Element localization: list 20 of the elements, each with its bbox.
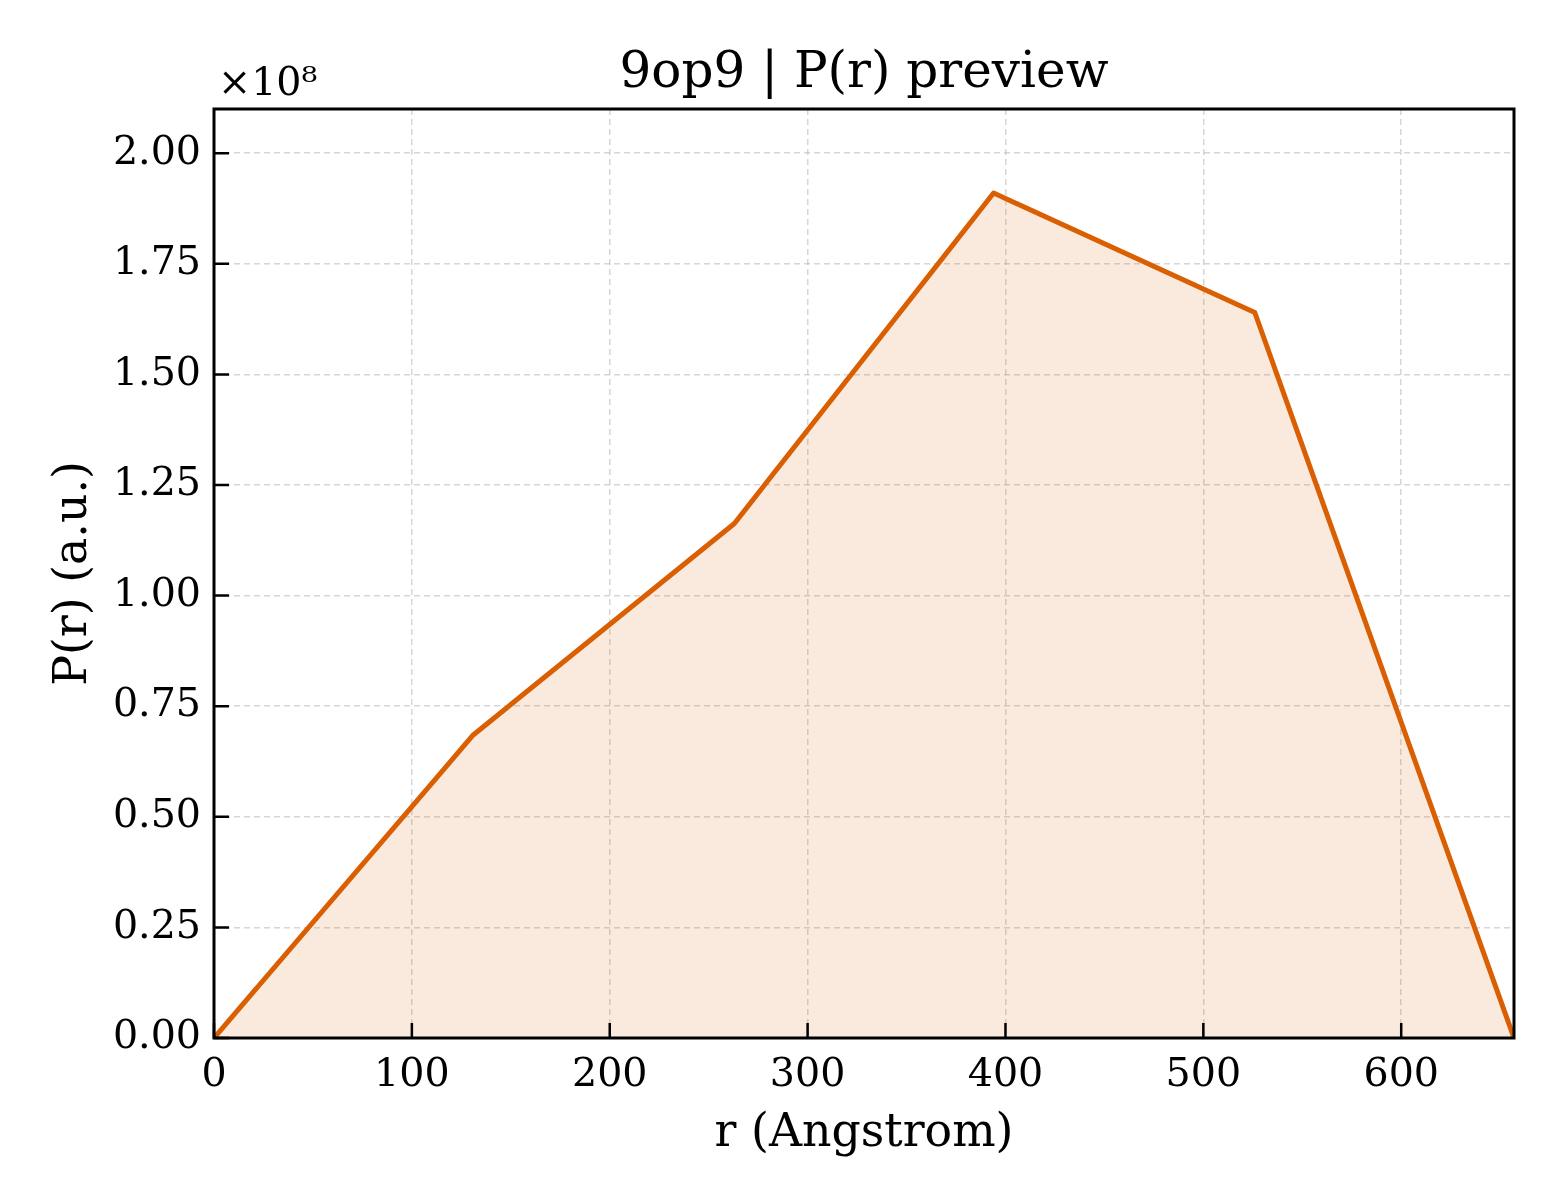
y-tick-label: 0.25 — [112, 900, 201, 947]
text: ×10⁸ — [218, 58, 318, 104]
x-axis-title: r (Angstrom) — [714, 1103, 1014, 1157]
y-tick-label: 0.00 — [112, 1011, 201, 1058]
chart-title: 9op9 | P(r) preview — [619, 41, 1109, 99]
y-tick-label: 0.75 — [112, 679, 201, 726]
y-tick-label: 0.50 — [112, 790, 201, 837]
y-tick-label: 1.00 — [112, 568, 201, 615]
x-tick-label: 300 — [769, 1049, 846, 1096]
y-tick-label: 2.00 — [112, 126, 201, 173]
y-axis-title: P(r) (a.u.) — [43, 461, 97, 686]
y-tick-label: 1.50 — [112, 347, 201, 394]
x-tick-label: 600 — [1363, 1049, 1439, 1096]
x-tick-label: 200 — [571, 1049, 648, 1096]
x-tick-label: 0 — [201, 1049, 227, 1096]
x-tick-label: 400 — [967, 1049, 1044, 1096]
y-tick-label: 1.25 — [112, 458, 201, 505]
x-tick-label: 500 — [1165, 1049, 1242, 1096]
y-tick-label: 1.75 — [112, 237, 201, 284]
x-tick-label: 100 — [374, 1049, 450, 1096]
